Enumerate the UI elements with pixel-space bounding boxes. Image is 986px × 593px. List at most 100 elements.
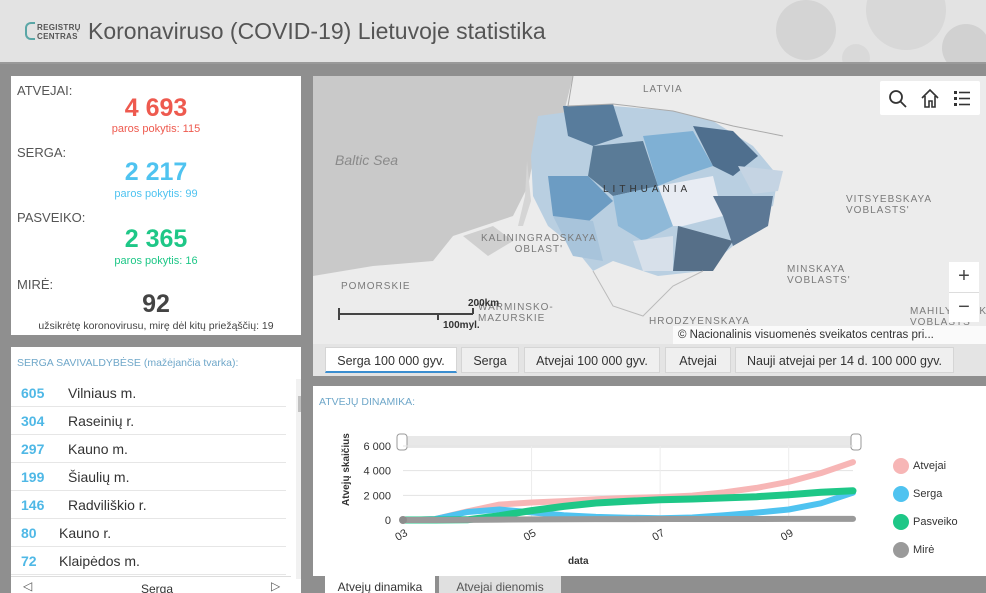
deaths-label: MIRĖ:: [17, 277, 54, 292]
x-tick-label: 03: [393, 527, 410, 544]
x-axis-title: data: [568, 556, 589, 567]
deaths-value: 92: [142, 290, 170, 318]
list-item[interactable]: 199 Šiaulių m.: [11, 463, 286, 491]
scale-km: 200km: [468, 298, 500, 309]
search-icon[interactable]: [886, 87, 910, 109]
tab-atveju-dinamika[interactable]: Atvejų dinamika: [325, 576, 435, 593]
list-item-name: Vilniaus m.: [68, 385, 137, 401]
map-label-minsk: MINSKAYA VOBLASTS': [787, 264, 851, 286]
legend-dot-pasveiko: [893, 514, 909, 530]
range-slider-handle-left: [396, 433, 408, 451]
map-scalebar: 200km 100myl.: [338, 298, 499, 331]
x-tick-label: 07: [650, 527, 667, 544]
list-scrollbar[interactable]: ▲ ▼: [296, 379, 301, 579]
stats-panel: ATVEJAI: 4 693 paros pokytis: 115 SERGA:…: [11, 76, 301, 335]
map-label-latvia: LATVIA: [643, 84, 683, 95]
y-tick-label: 4 000: [363, 466, 391, 478]
list-item-count: 146: [21, 497, 45, 513]
list-item[interactable]: 80 Kauno r.: [11, 519, 286, 547]
cases-value: 4 693: [124, 94, 188, 122]
map-label-kaliningrad: KALININGRADSKAYA OBLAST': [481, 233, 597, 255]
municipalities-title: SERGA SAVIVALDYBĖSE (mažėjančia tvarka):: [17, 357, 239, 369]
pager-prev-icon[interactable]: ◁: [23, 579, 33, 593]
virus-decoration-icon: [776, 0, 986, 62]
scroll-down-icon[interactable]: ▼: [296, 564, 301, 579]
municipalities-panel: SERGA SAVIVALDYBĖSE (mažėjančia tvarka):…: [11, 347, 301, 593]
legend-dot-serga: [893, 486, 909, 502]
list-icon[interactable]: [950, 87, 974, 109]
scale-mi: 100myl.: [443, 320, 480, 331]
legend-label-mire: Mirė: [913, 544, 935, 556]
map-label-lithuania: LITHUANIA: [603, 184, 692, 195]
map-attribution: © Nacionalinis visuomenės sveikatos cent…: [673, 326, 986, 344]
map-label-baltic: Baltic Sea: [335, 152, 399, 168]
list-item[interactable]: 605 Vilniaus m.: [11, 379, 286, 407]
scroll-up-icon[interactable]: ▲: [296, 379, 301, 394]
list-item-count: 80: [21, 525, 37, 541]
list-item[interactable]: 72 Klaipėdos m.: [11, 547, 286, 575]
zoom-out-button[interactable]: −: [949, 292, 979, 322]
recovered-value: 2 365: [124, 225, 188, 253]
legend-label-atvejai: Atvejai: [913, 460, 947, 472]
list-item[interactable]: 146 Radviliškio r.: [11, 491, 286, 519]
list-item-name: Šiaulių m.: [68, 469, 130, 485]
y-tick-label: 6 000: [363, 441, 391, 453]
list-item-count: 297: [21, 441, 45, 457]
tab-serga[interactable]: Serga: [461, 347, 519, 373]
map-canvas: [313, 76, 784, 317]
zoom-in-button[interactable]: +: [958, 265, 970, 287]
pager-label: Serga: [141, 582, 174, 593]
bottom-tab-bar: Atvejų dinamika Atvejai dienomis: [313, 576, 986, 593]
zoom-control: + −: [949, 262, 979, 322]
x-tick-label: 09: [779, 527, 796, 544]
series-start-point: [399, 516, 407, 524]
home-icon[interactable]: [918, 87, 942, 109]
legend-dot-mire: [893, 542, 909, 558]
pager-next-icon[interactable]: ▷: [271, 579, 281, 593]
cases-label: ATVEJAI:: [17, 83, 73, 98]
registru-centras-logo[interactable]: REGISTRŲ CENTRAS: [25, 20, 80, 46]
tab-serga-100k[interactable]: Serga 100 000 gyv.: [325, 347, 457, 373]
deaths-note: užsikrėtę koronovirusu, mirę dėl kitų pr…: [38, 320, 274, 332]
list-pager: ◁ Serga ▷: [11, 576, 291, 593]
logo-line2: CENTRAS: [37, 32, 78, 41]
scroll-thumb[interactable]: [298, 396, 301, 412]
range-slider-track: [401, 436, 857, 448]
app-header: REGISTRŲ CENTRAS Koronaviruso (COVID-19)…: [0, 0, 986, 64]
cases-change: paros pokytis: 115: [111, 123, 201, 135]
list-item-count: 605: [21, 385, 45, 401]
list-item-name: Kauno r.: [59, 525, 112, 541]
y-tick-label: 2 000: [363, 490, 391, 502]
list-item[interactable]: 297 Kauno m.: [11, 435, 286, 463]
recovered-label: PASVEIKO:: [17, 210, 86, 225]
legend-label-pasveiko: Pasveiko: [913, 516, 958, 528]
tab-nauji-atvejai[interactable]: Nauji atvejai per 14 d. 100 000 gyv.: [735, 347, 954, 373]
tab-atvejai-100k[interactable]: Atvejai 100 000 gyv.: [524, 347, 660, 373]
map-toolbar: [880, 81, 980, 115]
series-line-mirė: [400, 515, 856, 523]
list-item[interactable]: 304 Raseinių r.: [11, 407, 286, 435]
list-item-count: 199: [21, 469, 45, 485]
x-tick-label: 05: [522, 527, 539, 544]
tab-atvejai-dienomis[interactable]: Atvejai dienomis: [439, 576, 561, 593]
legend-label-serga: Serga: [913, 488, 943, 500]
legend-dot-atvejai: [893, 458, 909, 474]
list-item-name: Klaipėdos m.: [59, 553, 140, 569]
list-item-name: Kauno m.: [68, 441, 128, 457]
map-tab-bar: Serga 100 000 gyv. Serga Atvejai 100 000…: [313, 344, 986, 376]
page-title: Koronaviruso (COVID-19) Lietuvoje statis…: [88, 18, 546, 44]
choropleth-map[interactable]: LATVIA LITHUANIA Baltic Sea KALININGRADS…: [313, 76, 986, 344]
list-item-count: 72: [21, 553, 37, 569]
dynamics-title: ATVEJŲ DINAMIKA:: [319, 396, 416, 408]
tab-atvejai[interactable]: Atvejai: [665, 347, 731, 373]
recovered-change: paros pokytis: 16: [114, 255, 198, 267]
range-slider-handle-right: [850, 433, 862, 451]
logo-line1: REGISTRŲ: [37, 23, 81, 32]
list-item-name: Raseinių r.: [68, 413, 135, 429]
dynamics-chart[interactable]: 0 2 000 4 000 6 000 03 05 07 09 data Atvejų skaič…: [313, 396, 873, 576]
logo-mark-icon: [25, 22, 35, 40]
active-label: SERGA:: [17, 145, 67, 160]
map-label-vitsyebsk: VITSYEBSKAYA VOBLASTS': [846, 194, 933, 216]
list-item-count: 304: [21, 413, 45, 429]
